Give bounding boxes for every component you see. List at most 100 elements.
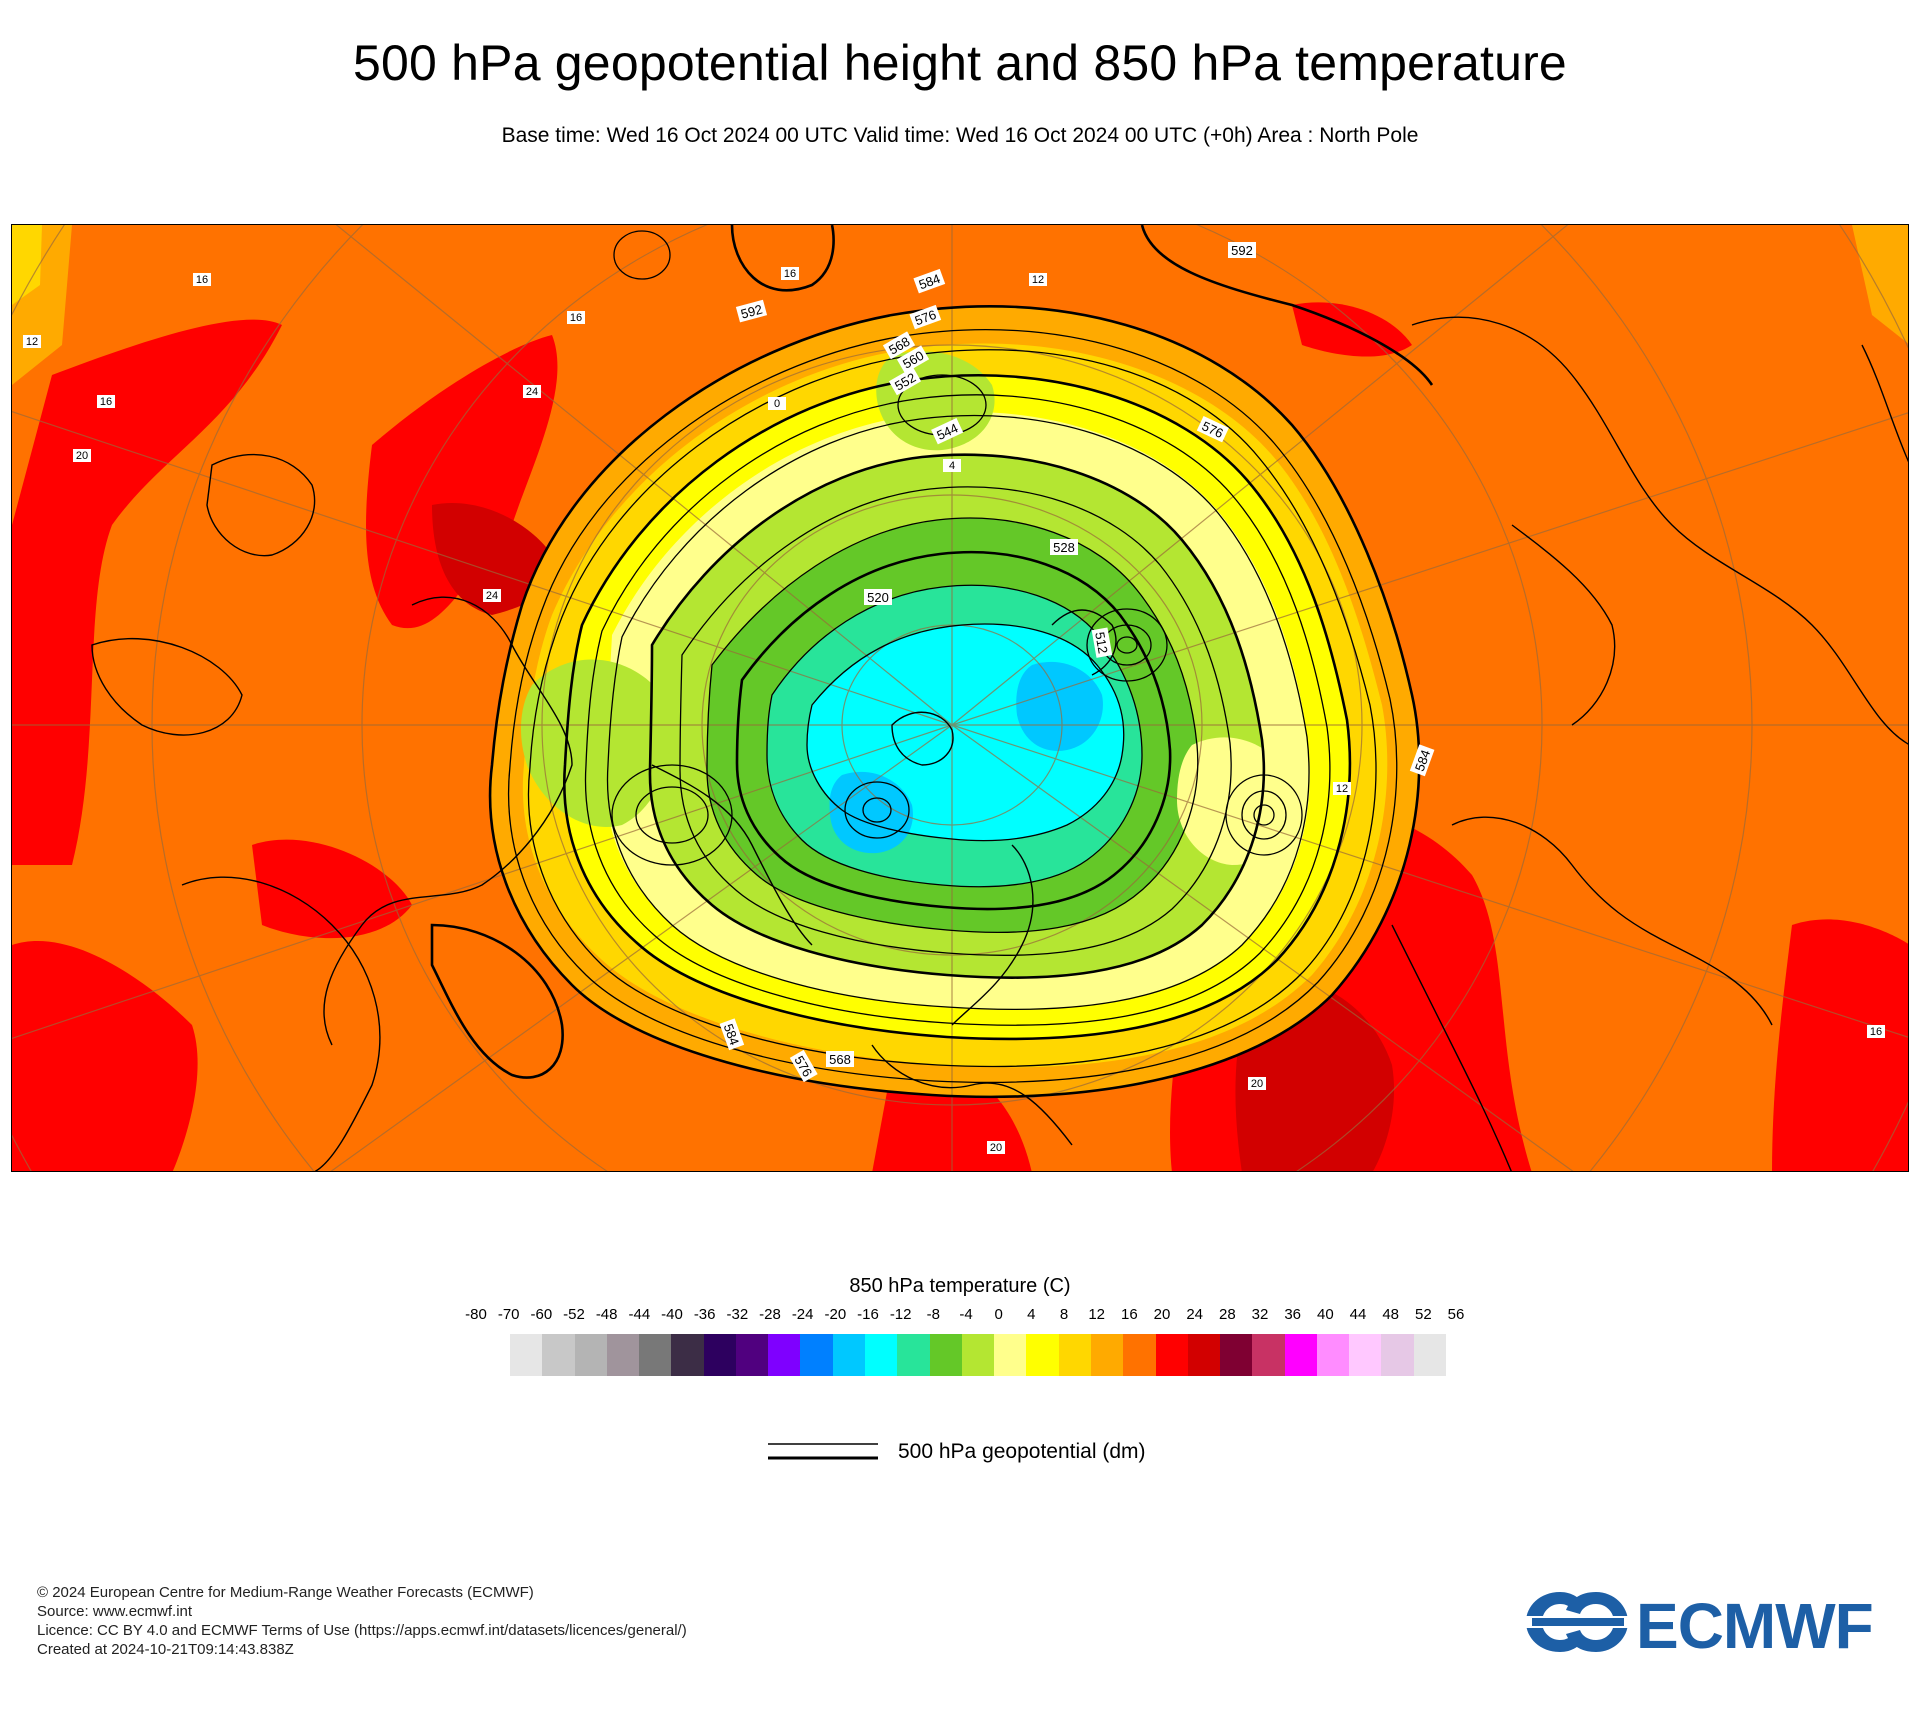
created-line: Created at 2024-10-21T09:14:43.838Z (37, 1641, 294, 1658)
colorbar-swatch (639, 1334, 672, 1376)
contour-label: 592 (1231, 243, 1253, 258)
colorbar-swatch (994, 1334, 1027, 1376)
colorbar-tick-label: -60 (530, 1306, 553, 1323)
contour-label: 528 (1053, 540, 1075, 555)
colorbar-swatch (542, 1334, 576, 1376)
source-line: Source: www.ecmwf.int (37, 1603, 193, 1620)
pale-lobe-east (1177, 737, 1298, 865)
orange-patch-ne (1852, 225, 1908, 344)
contour-label: 584 (917, 271, 943, 293)
colorbar-tick-label: -20 (824, 1306, 847, 1323)
colorbar-tick-label: 56 (1447, 1306, 1465, 1323)
temperature-label: 16 (784, 268, 796, 280)
legend-title: 850 hPa temperature (C) (849, 1275, 1071, 1297)
colorbar-tick-label: -36 (693, 1306, 716, 1323)
contour-label: 576 (913, 307, 939, 329)
colorbar-tick-label: 48 (1382, 1306, 1399, 1323)
colorbar-swatch (832, 1334, 866, 1376)
colorbar-swatch (574, 1334, 608, 1376)
colorbar-tick-label: -48 (595, 1306, 618, 1323)
temperature-label: 16 (100, 396, 112, 408)
colorbar-tick-label: 52 (1414, 1306, 1432, 1323)
map-subtitle: Base time: Wed 16 Oct 2024 00 UTC Valid … (501, 124, 1419, 147)
colorbar-tick-label: 32 (1251, 1306, 1269, 1323)
colorbar-tick-label: 36 (1284, 1306, 1301, 1323)
ecmwf-logo-text: ECMWF (1636, 1590, 1873, 1658)
contour-label: 512 (1092, 631, 1111, 655)
credits: © 2024 European Centre for Medium-Range … (37, 1583, 687, 1659)
legend-tick-labels: -80 -70 -60 -52 -48 -44 -40 -36 -32 -28 -24 -20 -16-… (465, 1306, 1464, 1326)
colorbar-swatch (1284, 1334, 1318, 1376)
colorbar-swatch (1123, 1334, 1156, 1376)
colorbar-tick-label: -40 (661, 1306, 683, 1323)
temperature-label: 20 (990, 1142, 1002, 1154)
colorbar-swatch (865, 1334, 898, 1376)
temperature-label: 24 (526, 386, 538, 398)
geopotential-line-label: 500 hPa geopotential (dm) (898, 1440, 1146, 1463)
colorbar-swatch (606, 1334, 640, 1376)
geopotential-contours (430, 225, 1434, 1099)
colorbar-tick-label: 20 (1153, 1306, 1171, 1323)
colorbar-tick-label: -32 (726, 1306, 749, 1323)
colorbar-swatch (1381, 1334, 1415, 1376)
colorbar-swatch (735, 1334, 769, 1376)
contour-label: 520 (867, 590, 889, 605)
colorbar-tick-label: -44 (628, 1306, 651, 1323)
geopotential-line-key (768, 1443, 878, 1460)
map-title: 500 hPa geopotential height and 850 hPa … (353, 35, 1567, 91)
deep-cyan-pocket-2 (829, 771, 913, 854)
temperature-label: 12 (1032, 274, 1044, 286)
red-region-northwest (366, 335, 558, 629)
colorbar-swatch (1252, 1334, 1286, 1376)
colorbar-tick-label: 8 (1059, 1306, 1069, 1323)
colorbar-swatch (929, 1334, 963, 1376)
colorbar-tick-label: -80 (465, 1306, 487, 1323)
temperature-label: 12 (1336, 783, 1348, 795)
colorbar-swatch (1413, 1334, 1447, 1376)
north-pole-map: 592 592 584 576 576 568 560 552 544 528 … (11, 224, 1909, 1172)
contour-label: 568 (829, 1052, 851, 1067)
contour-label-group: 592 592 584 576 576 568 560 552 544 528 … (719, 242, 1435, 1083)
temperature-label: 16 (570, 312, 582, 324)
temperature-label: 20 (76, 450, 88, 462)
colorbar-swatch (768, 1334, 801, 1376)
colorbar-tick-label: 44 (1349, 1306, 1367, 1323)
contour-label: 584 (721, 1022, 743, 1048)
colorbar-swatch (1349, 1334, 1382, 1376)
lime-lobe-west (520, 659, 670, 827)
contour-label: 592 (739, 301, 764, 321)
temperature-label: 12 (26, 336, 38, 348)
red-region-sw (12, 941, 198, 1171)
colorbar-tick-label: -52 (563, 1306, 585, 1323)
temperature-label: 16 (196, 274, 208, 286)
colorbar-swatch (1220, 1334, 1253, 1376)
colorbar-swatch (1155, 1334, 1189, 1376)
colorbar-swatch (1090, 1334, 1124, 1376)
temperature-label: 20 (1251, 1078, 1263, 1090)
licence-line: Licence: CC BY 4.0 and ECMWF Terms of Us… (37, 1622, 687, 1639)
red-region-far-se (1772, 919, 1908, 1171)
colorbar-tick-label: 16 (1120, 1306, 1138, 1323)
colorbar-tick-label: 0 (994, 1306, 1003, 1323)
ecmwf-logo-mark (1524, 1592, 1630, 1652)
colorbar-tick-label: 24 (1186, 1306, 1203, 1323)
colorbar-tick-label: 28 (1218, 1306, 1236, 1323)
colorbar-tick-label: -8 (926, 1306, 940, 1323)
colorbar-tick-label: 12 (1088, 1306, 1105, 1323)
temperature-label: 16 (1870, 1026, 1882, 1038)
yellow-patch-nw (12, 225, 42, 305)
colorbar-tick-label: 40 (1316, 1306, 1334, 1323)
colorbar-swatch (1058, 1334, 1092, 1376)
dark-red-core-nw (432, 503, 558, 615)
colorbar-tick-label: -12 (889, 1306, 912, 1323)
temperature-colorbar (510, 1334, 1447, 1376)
ecmwf-logo: ECMWF (1524, 1590, 1874, 1658)
contour-label: 584 (1412, 748, 1434, 774)
colorbar-tick-label: -28 (759, 1306, 781, 1323)
colorbar-swatch (703, 1334, 737, 1376)
map-canvas: 592 592 584 576 576 568 560 552 544 528 … (12, 225, 1908, 1171)
colorbar-swatch (1026, 1334, 1060, 1376)
temperature-label: 0 (774, 398, 780, 410)
temperature-label: 24 (486, 590, 498, 602)
temperature-label-group: 16 16 16 20 24 12 12 24 16 20 16 20 12 4… (23, 267, 1885, 1154)
